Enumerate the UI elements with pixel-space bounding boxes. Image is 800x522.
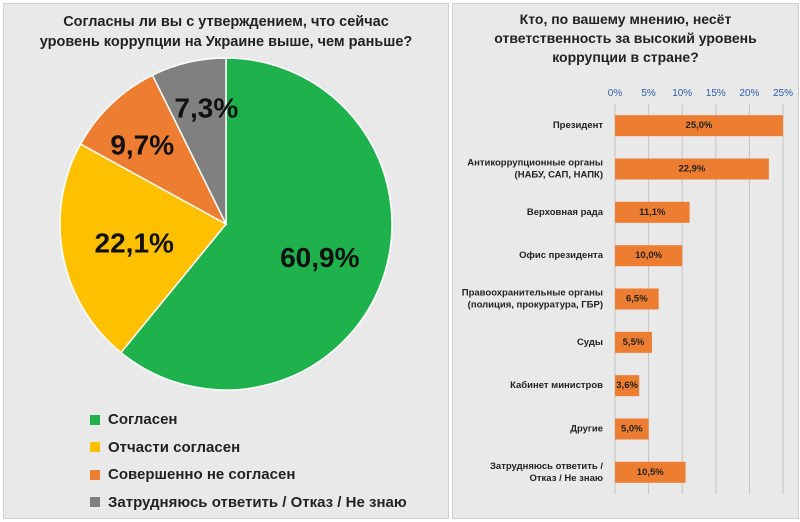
bar: [615, 245, 683, 267]
category-label: (НАБУ, САП, НАПК): [515, 170, 603, 181]
legend-item: Отчасти согласен: [90, 434, 407, 462]
pie-slice: [79, 74, 228, 226]
bar-value-label: 3,6%: [616, 380, 638, 391]
bar-value-label: 6,5%: [626, 294, 648, 305]
category-label: (полиция, прокуратура, ГБР): [468, 300, 603, 311]
category-label: Правоохранительные органы: [462, 288, 603, 299]
bar: [615, 115, 783, 137]
bar: [615, 375, 640, 397]
legend-swatch: [90, 442, 100, 453]
pie-slice: [119, 57, 393, 391]
category-label: Верховная рада: [527, 207, 604, 218]
bar-value-label: 5,0%: [621, 424, 643, 435]
pie-title-line-1: Согласны ли вы с утверждением, что сейча…: [63, 14, 389, 30]
bar-value-label: 10,5%: [637, 467, 664, 478]
legend-swatch: [90, 469, 100, 480]
legend-swatch: [90, 497, 100, 508]
pie-chart-title: Согласны ли вы с утверждением, что сейча…: [4, 12, 448, 52]
legend-item: Затрудняюсь ответить / Отказ / Не знаю: [90, 489, 407, 517]
bar-title-line-3: коррупции в стране?: [552, 49, 699, 65]
legend-label: Затрудняюсь ответить / Отказ / Не знаю: [108, 493, 407, 511]
bar: [615, 201, 690, 223]
category-label: Другие: [570, 424, 603, 435]
x-tick-label: 20%: [739, 88, 759, 99]
legend-swatch: [90, 414, 100, 425]
x-tick-label: 10%: [672, 88, 692, 99]
legend-label: Совершенно не согласен: [108, 466, 296, 484]
pie-slice: [59, 143, 228, 354]
category-label: Антикоррупционные органы: [467, 158, 603, 169]
pie-legend: Согласен Отчасти согласен Совершенно не со…: [90, 406, 407, 516]
pie-slice-label: 9,7%: [110, 129, 174, 160]
bar-value-label: 11,1%: [639, 207, 666, 218]
legend-item: Совершенно не согласен: [90, 461, 407, 489]
category-label: Затрудняюсь ответить /: [490, 461, 603, 472]
bar-title-line-1: Кто, по вашему мнению, несёт: [519, 11, 732, 27]
pie-slice: [151, 57, 227, 225]
pie-slice-label: 60,9%: [280, 242, 359, 273]
legend-label: Согласен: [108, 411, 178, 429]
bar-value-label: 10,0%: [635, 250, 662, 261]
x-tick-label: 0%: [608, 88, 623, 99]
legend-label: Отчасти согласен: [108, 438, 241, 456]
bar-title-line-2: ответственность за высокий уровень: [494, 30, 757, 46]
x-tick-label: 5%: [641, 88, 656, 99]
bar-chart-title: Кто, по вашему мнению, несёт ответственн…: [453, 10, 798, 67]
x-tick-label: 25%: [773, 88, 793, 99]
bar: [615, 288, 659, 310]
bar-value-label: 22,9%: [678, 164, 705, 175]
bar: [615, 418, 649, 440]
bar-value-label: 25,0%: [686, 120, 713, 131]
legend-item: Согласен: [90, 406, 407, 434]
category-label: Отказ / Не знаю: [530, 473, 603, 484]
bar: [615, 158, 769, 180]
x-tick-label: 15%: [706, 88, 726, 99]
bar-chart-panel: Кто, по вашему мнению, несёт ответственн…: [452, 3, 799, 519]
category-label: Офис президента: [519, 250, 604, 261]
category-label: Кабинет министров: [510, 380, 603, 391]
pie-slice-label: 22,1%: [95, 227, 174, 258]
category-label: Суды: [577, 337, 603, 348]
pie-chart: 60,9% 22,1% 9,7%7,3%: [59, 57, 393, 391]
bar: [615, 461, 686, 483]
pie-chart-panel: Согласны ли вы с утверждением, что сейча…: [3, 3, 449, 519]
bar: [615, 331, 652, 353]
category-label: Президент: [553, 120, 604, 131]
pie-title-line-2: уровень коррупции на Украине выше, чем р…: [39, 34, 413, 50]
bar-chart: 0% 5% 10% 15% 20% 25% 25,0% Президент 22,9% Антик…: [462, 88, 793, 494]
pie-slice-label: 7,3%: [174, 93, 238, 124]
bar-value-label: 5,5%: [623, 337, 645, 348]
